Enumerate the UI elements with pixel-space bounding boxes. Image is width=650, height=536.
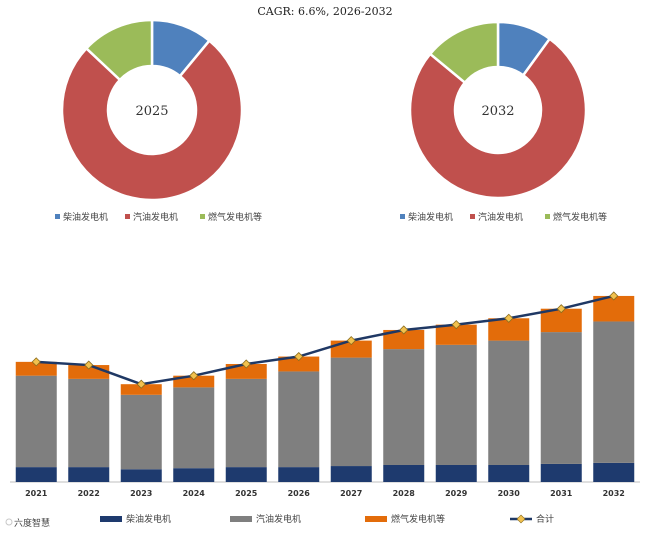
bar-2023-series-3: [120, 384, 162, 395]
legend-swatch-1: [100, 516, 122, 522]
donut-legend-label-2025-2: 汽油发电机: [133, 211, 178, 223]
total-marker-2028: [399, 325, 409, 335]
bar-2026-series-1: [278, 467, 320, 482]
donut-legend-swatch-2025-2: [125, 214, 130, 219]
x-tick-label-2021: 2021: [25, 489, 48, 498]
bar-2030-series-2: [488, 340, 530, 465]
legend-label-1: 柴油发电机: [126, 513, 171, 525]
donut-legend-label-2032-3: 燃气发电机等: [553, 211, 607, 223]
total-line: [36, 294, 615, 386]
bar-2021-series-2: [15, 375, 57, 468]
bar-2028-series-2: [383, 349, 425, 465]
donut-legend-swatch-2032-2: [470, 214, 475, 219]
legend-label-3: 燃气发电机等: [391, 513, 445, 525]
donut-legend-swatch-2025-1: [55, 214, 60, 219]
bar-2024-series-3: [173, 375, 215, 388]
bar-2025-series-3: [225, 363, 267, 379]
total-marker-2021: [31, 357, 41, 367]
bar-2024-series-1: [173, 468, 215, 482]
total-marker-2032: [609, 291, 619, 301]
x-tick-label-2026: 2026: [288, 489, 311, 498]
bar-2030-series-1: [488, 464, 530, 482]
bar-2029-series-2: [435, 344, 477, 465]
donut-center-label-2025: 2025: [135, 104, 168, 119]
bar-2026-series-3: [278, 356, 320, 372]
bar-2028-series-3: [383, 329, 425, 350]
total-marker-2022: [84, 360, 94, 370]
total-marker-2023: [136, 379, 146, 389]
total-marker-2026: [294, 351, 304, 362]
watermark-text: 六度智慧: [14, 517, 50, 529]
x-tick-label-2028: 2028: [393, 489, 416, 498]
bar-2028-series-1: [383, 464, 425, 482]
bar-2023-series-1: [120, 469, 162, 482]
legend-swatch-2: [230, 516, 252, 522]
x-tick-label-2031: 2031: [550, 489, 573, 498]
bar-2025-series-1: [225, 467, 267, 482]
bar-2021-series-1: [15, 467, 57, 482]
donut-legend-label-2025-1: 柴油发电机: [63, 211, 108, 223]
donut-legend-swatch-2032-3: [545, 214, 550, 219]
bar-2027-series-2: [330, 357, 372, 467]
legend-swatch-3: [365, 516, 387, 522]
x-tick-label-2025: 2025: [235, 489, 258, 498]
x-tick-label-2032: 2032: [603, 489, 625, 498]
bar-2031-series-2: [540, 332, 582, 464]
bar-2031-series-1: [540, 463, 582, 482]
x-tick-label-2024: 2024: [183, 489, 206, 498]
donut-slice-2032-3: [428, 20, 500, 85]
total-marker-2024: [189, 371, 199, 381]
bar-2031-series-3: [540, 308, 582, 333]
x-tick-label-2022: 2022: [78, 489, 100, 498]
legend-marker-total: [516, 514, 526, 524]
bar-2027-series-1: [330, 466, 372, 482]
total-marker-2029: [451, 320, 461, 330]
bar-2024-series-2: [173, 387, 215, 469]
donut-slice-2025-2: [60, 38, 244, 202]
donut-legend-swatch-2032-1: [400, 214, 405, 219]
donut-legend-swatch-2025-3: [200, 214, 205, 219]
bar-2032-series-1: [593, 462, 635, 482]
legend-label-2: 汽油发电机: [256, 513, 301, 525]
bar-2025-series-2: [225, 378, 267, 468]
donut-center-label-2032: 2032: [481, 104, 514, 119]
x-tick-label-2029: 2029: [445, 489, 468, 498]
bar-2023-series-2: [120, 394, 162, 470]
x-tick-label-2030: 2030: [498, 489, 521, 498]
donut-slice-2025-3: [84, 18, 154, 82]
bar-2029-series-3: [435, 324, 477, 345]
total-marker-2027: [346, 336, 356, 346]
bar-2029-series-1: [435, 464, 477, 482]
x-tick-label-2023: 2023: [130, 489, 152, 498]
donut-slice-2032-2: [408, 37, 588, 200]
donut-legend-label-2032-2: 汽油发电机: [478, 211, 523, 223]
donut-legend-label-2025-3: 燃气发电机等: [208, 211, 262, 223]
bar-2022-series-1: [68, 467, 110, 482]
donut-legend-label-2032-1: 柴油发电机: [408, 211, 453, 223]
bar-2021-series-3: [15, 361, 57, 376]
x-tick-label-2027: 2027: [340, 489, 362, 498]
legend-label-4: 合计: [536, 513, 554, 525]
bar-2026-series-2: [278, 371, 320, 468]
bar-2022-series-2: [68, 378, 110, 468]
total-marker-2030: [504, 313, 514, 323]
bar-2032-series-2: [593, 321, 635, 463]
watermark-logo-icon: [5, 518, 13, 526]
chart-title: CAGR: 6.6%, 2026-2032: [257, 5, 393, 18]
total-marker-2025: [241, 359, 251, 369]
bar-2030-series-3: [488, 318, 530, 341]
total-marker-2031: [556, 304, 566, 314]
